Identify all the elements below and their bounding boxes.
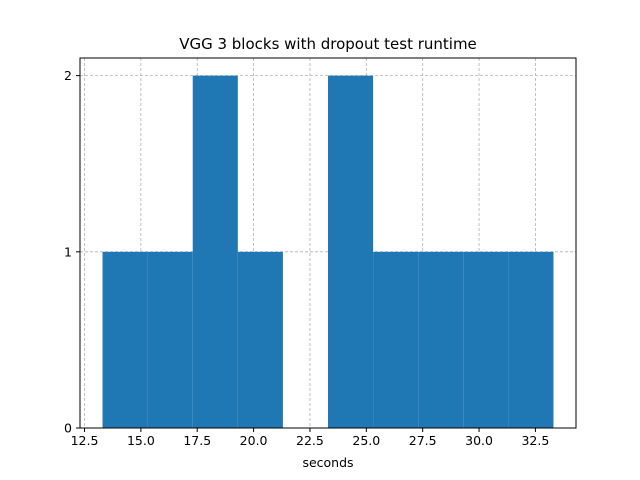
histogram-bar [508, 251, 554, 428]
x-tick-label: 25.0 [352, 433, 380, 448]
histogram-bar [463, 251, 509, 428]
chart-title: VGG 3 blocks with dropout test runtime [179, 35, 477, 53]
histogram-bar [192, 75, 238, 428]
axis-ticks: 12.5 15.0 17.5 20.0 22.5 25.0 27.5 30.0 32.5 0 1 2 [64, 68, 549, 448]
x-tick-label: 17.5 [183, 433, 211, 448]
histogram-bar [147, 251, 193, 428]
x-tick-label: 20.0 [240, 433, 268, 448]
y-tick-label: 1 [64, 244, 72, 259]
y-tick-label: 2 [64, 68, 72, 83]
x-axis-label: seconds [302, 455, 353, 470]
x-tick-label: 30.0 [465, 433, 493, 448]
x-tick-label: 27.5 [409, 433, 437, 448]
x-tick-label: 12.5 [71, 433, 99, 448]
histogram-bar [102, 251, 148, 428]
y-tick-label: 0 [64, 421, 72, 436]
plot-frame [79, 57, 577, 429]
x-tick-label: 22.5 [296, 433, 324, 448]
histogram-bar [418, 251, 464, 428]
x-tick-label: 32.5 [521, 433, 549, 448]
histogram-bar [237, 251, 283, 428]
histogram-bar [328, 75, 374, 428]
x-tick-label: 15.0 [127, 433, 155, 448]
histogram-bar [373, 251, 419, 428]
histogram-bars [102, 75, 554, 428]
